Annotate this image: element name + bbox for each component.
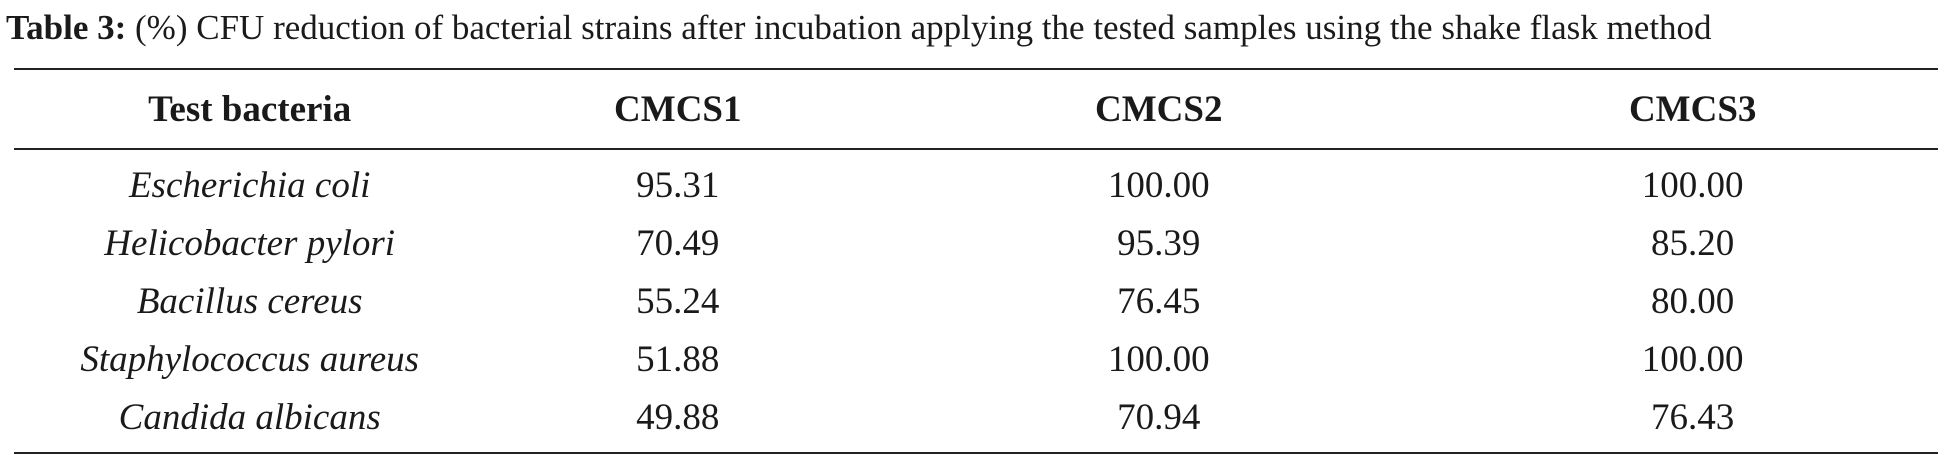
species-cell: Bacillus cereus <box>136 280 363 322</box>
value-cell-cmcs1: 49.88 <box>636 396 720 438</box>
species-cell: Staphylococcus aureus <box>80 338 420 380</box>
species-cell: Helicobacter pylori <box>104 222 396 264</box>
table-body: Escherichia coli 95.31 100.00 100.00 Hel… <box>14 149 1938 453</box>
value-cell-cmcs1: 55.24 <box>636 280 720 322</box>
value-cell-cmcs3: 100.00 <box>1641 338 1744 380</box>
table-row: Bacillus cereus 55.24 76.45 80.00 <box>14 272 1938 330</box>
species-cell: Candida albicans <box>118 396 381 438</box>
value-cell-cmcs3: 100.00 <box>1641 164 1744 206</box>
header-cmcs1: CMCS1 <box>614 88 742 130</box>
data-table-container: Test bacteria CMCS1 CMCS2 CMCS3 Escheric… <box>14 68 1938 454</box>
table-row: Staphylococcus aureus 51.88 100.00 100.0… <box>14 330 1938 388</box>
table-caption-text: (%) CFU reduction of bacterial strains a… <box>126 8 1712 47</box>
value-cell-cmcs3: 85.20 <box>1651 222 1735 264</box>
value-cell-cmcs2: 70.94 <box>1117 396 1201 438</box>
table-row: Escherichia coli 95.31 100.00 100.00 <box>14 149 1938 214</box>
cfu-reduction-table: Test bacteria CMCS1 CMCS2 CMCS3 Escheric… <box>14 68 1938 454</box>
table-caption-label: Table 3: <box>6 8 127 47</box>
species-cell: Escherichia coli <box>128 164 371 206</box>
value-cell-cmcs3: 80.00 <box>1651 280 1735 322</box>
value-cell-cmcs2: 100.00 <box>1107 164 1210 206</box>
value-cell-cmcs2: 76.45 <box>1117 280 1201 322</box>
value-cell-cmcs2: 100.00 <box>1107 338 1210 380</box>
value-cell-cmcs3: 76.43 <box>1651 396 1735 438</box>
header-row: Test bacteria CMCS1 CMCS2 CMCS3 <box>14 69 1938 149</box>
value-cell-cmcs1: 51.88 <box>636 338 720 380</box>
value-cell-cmcs1: 95.31 <box>636 164 720 206</box>
header-cmcs3: CMCS3 <box>1628 88 1757 130</box>
value-cell-cmcs2: 95.39 <box>1117 222 1201 264</box>
value-cell-cmcs1: 70.49 <box>636 222 720 264</box>
table-header: Test bacteria CMCS1 CMCS2 CMCS3 <box>14 69 1938 149</box>
header-test-bacteria: Test bacteria <box>148 88 352 130</box>
table-row: Candida albicans 49.88 70.94 76.43 <box>14 388 1938 453</box>
table-caption: Table 3: (%) CFU reduction of bacterial … <box>6 6 1946 50</box>
table-row: Helicobacter pylori 70.49 95.39 85.20 <box>14 214 1938 272</box>
header-cmcs2: CMCS2 <box>1095 88 1223 130</box>
